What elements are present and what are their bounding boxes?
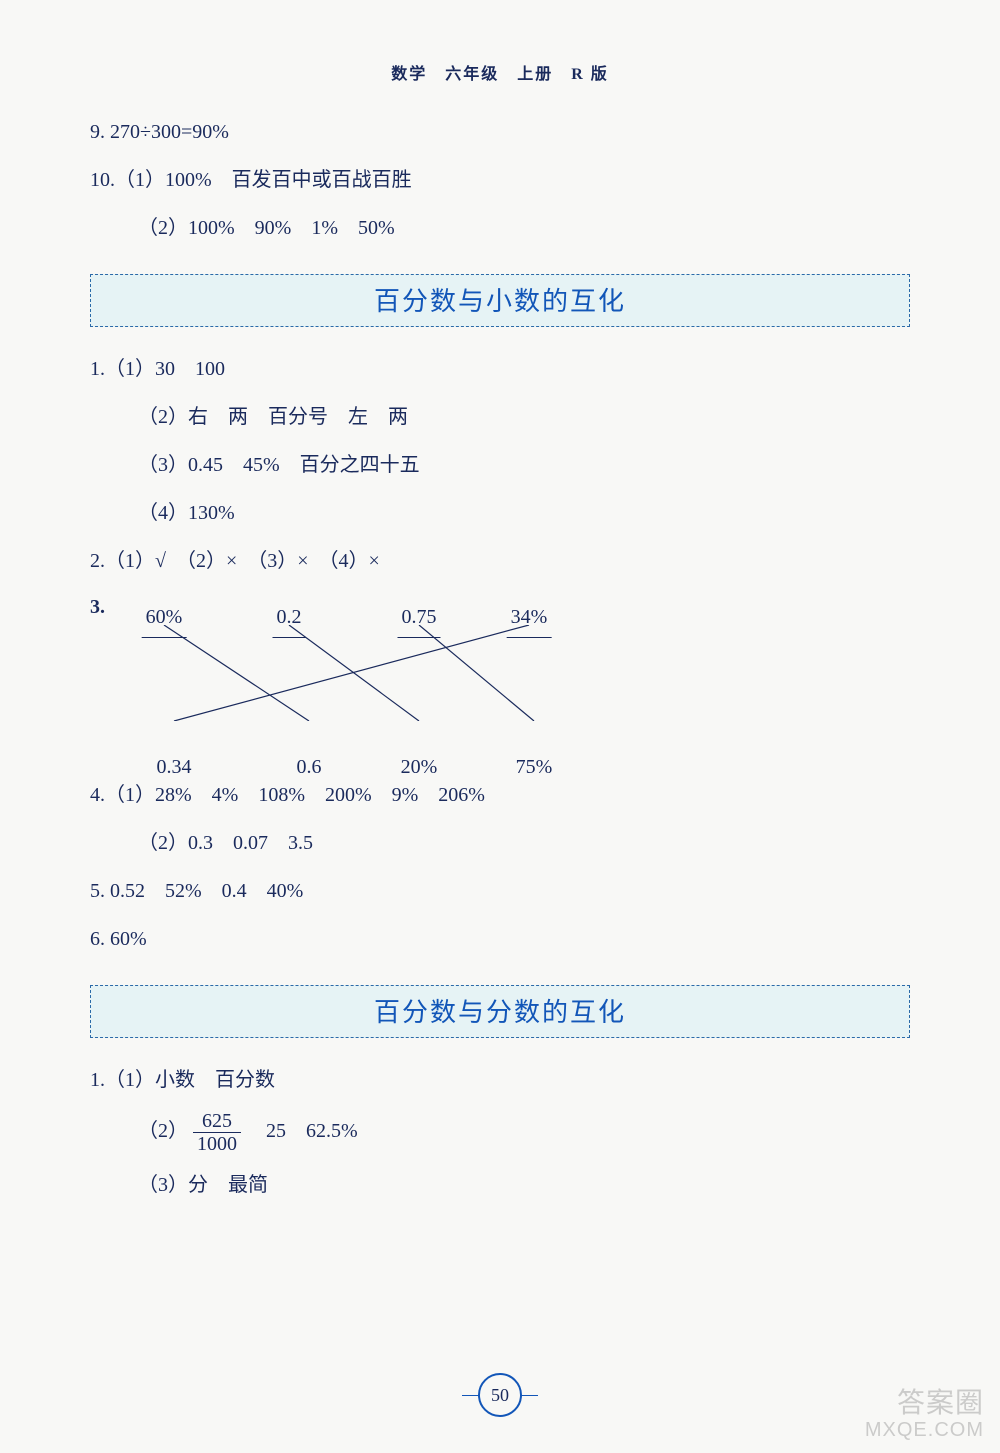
fraction: 625 1000 xyxy=(193,1110,241,1155)
answer-line: （3）分 最简 xyxy=(138,1167,910,1203)
answer-block-s1b: 4.（1）28% 4% 108% 200% 9% 206% （2）0.3 0.0… xyxy=(90,777,910,957)
match-bottom-item: 20% xyxy=(397,749,442,785)
watermark-line1: 答案圈 xyxy=(897,1387,984,1418)
section-heading: 百分数与小数的互化 xyxy=(90,274,910,327)
matching-lines xyxy=(109,625,589,721)
page-number-badge: 50 xyxy=(478,1373,522,1417)
watermark: 答案圈 MXQE.COM xyxy=(865,1388,984,1441)
answer-line-fraction: （2） 625 1000 25 62.5% xyxy=(138,1110,910,1155)
section-title: 百分数与小数的互化 xyxy=(374,287,626,316)
section-title: 百分数与分数的互化 xyxy=(374,998,626,1027)
match-bottom-item: 0.6 xyxy=(293,749,326,785)
page-header: 数学 六年级 上册 R 版 xyxy=(90,60,910,84)
answer-line: 6. 60% xyxy=(90,921,910,957)
answer-block-pre: 9. 270÷300=90% 10.（1）100% 百发百中或百战百胜 （2）1… xyxy=(90,114,910,246)
fraction-denominator: 1000 xyxy=(193,1133,241,1155)
watermark-line2: MXQE.COM xyxy=(865,1419,984,1441)
answer-line: （2）100% 90% 1% 50% xyxy=(138,210,910,246)
answer-line: （4）130% xyxy=(138,495,910,531)
answer-line: 5. 0.52 52% 0.4 40% xyxy=(90,873,910,909)
match-bottom-item: 0.34 xyxy=(153,749,196,785)
answer-line: （2）右 两 百分号 左 两 xyxy=(138,399,910,435)
page-number: 50 xyxy=(491,1385,509,1406)
answer-line: 4.（1）28% 4% 108% 200% 9% 206% xyxy=(90,777,910,813)
answer-line: 10.（1）100% 百发百中或百战百胜 xyxy=(90,162,910,198)
answer-line: 1.（1）30 100 xyxy=(90,351,910,387)
fraction-suffix: 25 62.5% xyxy=(246,1120,358,1142)
answer-block-s2: 1.（1）小数 百分数 （2） 625 1000 25 62.5% （3）分 最… xyxy=(90,1062,910,1203)
match-bottom-item: 75% xyxy=(512,749,557,785)
answer-block-s1a: 1.（1）30 100 （2）右 两 百分号 左 两 （3）0.45 45% 百… xyxy=(90,351,910,579)
answer-line: 1.（1）小数 百分数 xyxy=(90,1062,910,1098)
fraction-prefix: （2） xyxy=(138,1120,188,1142)
answer-line: （2）0.3 0.07 3.5 xyxy=(138,825,910,861)
matching-diagram: 60% 0.2 0.75 34% 0.34 0.6 20% 75% xyxy=(109,599,589,749)
answer-line: （3）0.45 45% 百分之四十五 xyxy=(138,447,910,483)
question-number: 3. xyxy=(90,589,105,625)
section-heading: 百分数与分数的互化 xyxy=(90,985,910,1038)
answer-line: 9. 270÷300=90% xyxy=(90,114,910,150)
answer-line: 2.（1）√ （2）× （3）× （4）× xyxy=(90,543,910,579)
fraction-numerator: 625 xyxy=(193,1110,241,1133)
matching-wrapper: 3. 60% 0.2 0.75 34% 0.34 0.6 20% 75% xyxy=(90,591,910,765)
